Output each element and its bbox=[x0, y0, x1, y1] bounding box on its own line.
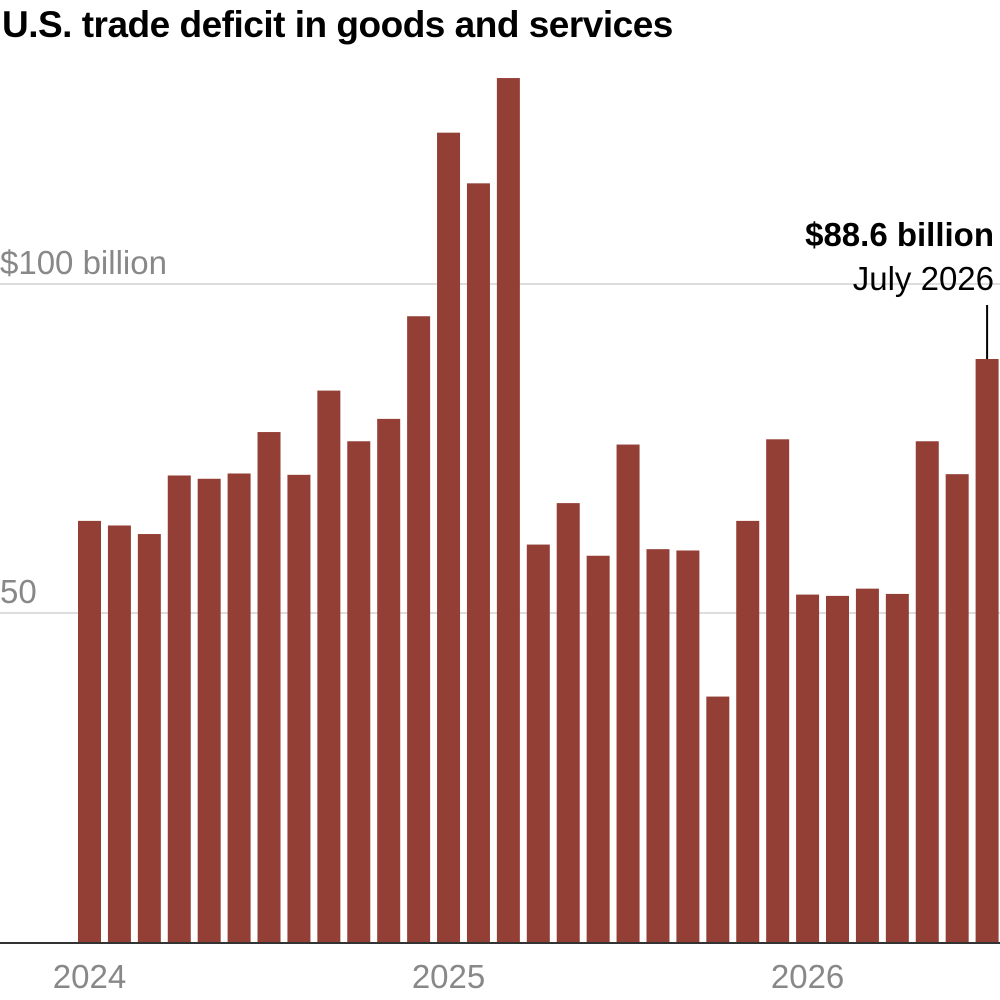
x-tick-label: 2025 bbox=[412, 958, 485, 995]
bar-apr-2025 bbox=[526, 544, 550, 942]
x-axis-labels: 2024 2025 2026 bbox=[53, 958, 845, 995]
bar-may-2025 bbox=[556, 503, 580, 942]
bar-sep-2025 bbox=[676, 550, 700, 942]
bar-jun-2026 bbox=[945, 474, 969, 942]
y-tick-label: 50 bbox=[0, 573, 37, 610]
bar-feb-2024 bbox=[107, 525, 131, 942]
bar-may-2026 bbox=[915, 441, 939, 942]
x-tick-label: 2026 bbox=[771, 958, 844, 995]
bar-jan-2026 bbox=[796, 594, 820, 942]
bar-apr-2024 bbox=[167, 475, 191, 942]
bars bbox=[78, 78, 999, 943]
bar-nov-2024 bbox=[377, 418, 401, 942]
bar-jul-2024 bbox=[257, 432, 281, 942]
bar-jun-2025 bbox=[586, 555, 610, 942]
chart-title: U.S. trade deficit in goods and services bbox=[2, 4, 673, 45]
bar-may-2024 bbox=[197, 478, 221, 942]
bar-sep-2024 bbox=[317, 390, 341, 943]
bar-jan-2024 bbox=[78, 520, 101, 942]
annotation-date-label: July 2026 bbox=[853, 260, 994, 297]
bar-jul-2025 bbox=[616, 444, 640, 942]
bar-mar-2024 bbox=[137, 534, 161, 942]
bar-nov-2025 bbox=[736, 520, 760, 942]
bar-mar-2025 bbox=[496, 78, 520, 943]
y-axis-labels: $100 billion 50 bbox=[0, 244, 167, 610]
bar-feb-2026 bbox=[826, 595, 849, 942]
bar-apr-2026 bbox=[885, 593, 909, 942]
y-tick-label: $100 billion bbox=[0, 244, 167, 281]
bar-oct-2024 bbox=[347, 441, 371, 942]
bar-aug-2025 bbox=[646, 549, 670, 942]
x-tick-label: 2024 bbox=[53, 958, 126, 995]
bar-jun-2024 bbox=[227, 473, 251, 942]
annotation: $88.6 billion July 2026 bbox=[805, 216, 994, 360]
bar-jul-2026 bbox=[975, 359, 999, 942]
bar-dec-2025 bbox=[766, 439, 790, 942]
bar-feb-2025 bbox=[466, 183, 490, 942]
bar-jan-2025 bbox=[437, 132, 461, 942]
bar-oct-2025 bbox=[706, 696, 730, 942]
bar-mar-2026 bbox=[855, 588, 879, 942]
annotation-value-label: $88.6 billion bbox=[805, 216, 994, 253]
bar-dec-2024 bbox=[407, 316, 431, 942]
bar-aug-2024 bbox=[287, 474, 311, 942]
